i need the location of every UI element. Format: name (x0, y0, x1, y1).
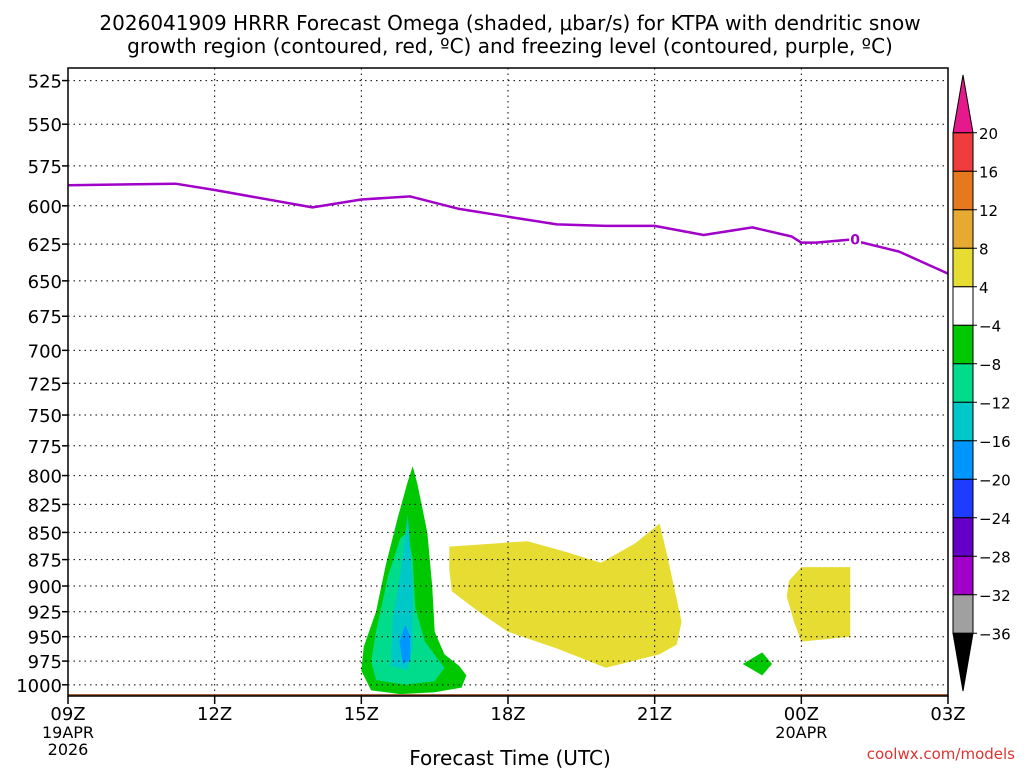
y-tick-label: 750 (28, 406, 62, 427)
y-tick-label: 525 (28, 72, 62, 93)
legend-swatch (952, 324, 974, 365)
legend-label: 12 (979, 202, 998, 220)
legend-swatch (952, 286, 974, 326)
legend-swatch (952, 478, 974, 519)
y-tick-label: 825 (28, 495, 62, 516)
legend-label: −28 (979, 548, 1011, 566)
legend-swatch (952, 132, 974, 172)
legend-label: −16 (979, 433, 1011, 451)
y-tick-label: 875 (28, 551, 62, 572)
x-tick-date: 19APR (42, 723, 94, 742)
legend-label: −12 (979, 394, 1011, 412)
y-tick-label: 775 (28, 437, 62, 458)
x-tick-label: 03Z (930, 704, 965, 725)
y-tick-label: 900 (28, 577, 62, 598)
omega-region-descent-b (786, 567, 851, 642)
x-tick-label: 15Z (344, 704, 379, 725)
legend-swatch (952, 170, 974, 211)
legend-label: −36 (979, 625, 1011, 643)
y-tick-label: 650 (28, 272, 62, 293)
y-tick-label: 950 (28, 628, 62, 649)
y-axis: 525 550 575 600 625 650 675 700 725 750 775 800 825 8… (16, 72, 68, 697)
legend-swatch (952, 363, 974, 403)
y-tick-label: 725 (28, 374, 62, 395)
legend-label: 20 (979, 125, 998, 143)
chart-title-line2: growth region (contoured, red, ºC) and f… (127, 34, 893, 58)
color-legend: 20 16 12 8 4 −4 −8 −12 −16 −20 −24 −28 −32 −36 (952, 74, 1011, 692)
legend-swatch (952, 209, 974, 249)
legend-label: −4 (979, 317, 1001, 335)
y-tick-label: 700 (28, 341, 62, 362)
y-tick-label: 550 (28, 115, 62, 136)
gridlines (67, 68, 949, 696)
x-tick-label: 00Z (784, 704, 819, 725)
x-tick-label: 09Z (50, 704, 85, 725)
legend-swatch (952, 517, 974, 557)
legend-swatch (952, 632, 974, 692)
y-tick-label: 675 (28, 307, 62, 328)
y-tick-label: 800 (28, 467, 62, 488)
legend-swatch (952, 594, 974, 634)
x-tick-label: 21Z (637, 704, 672, 725)
y-tick-label: 925 (28, 603, 62, 624)
x-tick-date: 20APR (775, 723, 827, 742)
legend-label: 8 (979, 240, 989, 258)
y-tick-label: 975 (28, 652, 62, 673)
legend-label: 4 (979, 279, 989, 297)
legend-swatch (952, 555, 974, 596)
omega-region-ascent-16 (399, 624, 411, 664)
legend-label: 16 (979, 163, 998, 181)
freezing-level-label: 0 (850, 233, 860, 249)
y-tick-label: 850 (28, 523, 62, 544)
legend-label: −32 (979, 587, 1011, 605)
chart-title-line1: 2026041909 HRRR Forecast Omega (shaded, … (99, 11, 920, 35)
y-tick-label: 575 (28, 157, 62, 178)
x-tick-year: 2026 (48, 740, 89, 759)
credit-text: coolwx.com/models (867, 745, 1015, 763)
y-tick-label: 1000 (16, 676, 62, 697)
legend-label: −24 (979, 510, 1011, 528)
legend-label: −8 (979, 356, 1001, 374)
omega-region-ascent-isolated (742, 652, 772, 676)
freezing-level-contour: 0 (67, 182, 949, 275)
x-tick-label: 12Z (197, 704, 232, 725)
freezing-label-bg (849, 231, 862, 247)
y-tick-label: 600 (28, 197, 62, 218)
y-tick-label: 625 (28, 235, 62, 256)
legend-label: −20 (979, 471, 1011, 489)
freezing-level-line (67, 182, 949, 275)
x-tick-label: 18Z (490, 704, 525, 725)
legend-swatch (952, 401, 974, 442)
legend-swatch (952, 74, 974, 134)
x-axis-label: Forecast Time (UTC) (409, 746, 611, 768)
legend-swatch (952, 247, 974, 288)
legend-swatch (952, 440, 974, 480)
